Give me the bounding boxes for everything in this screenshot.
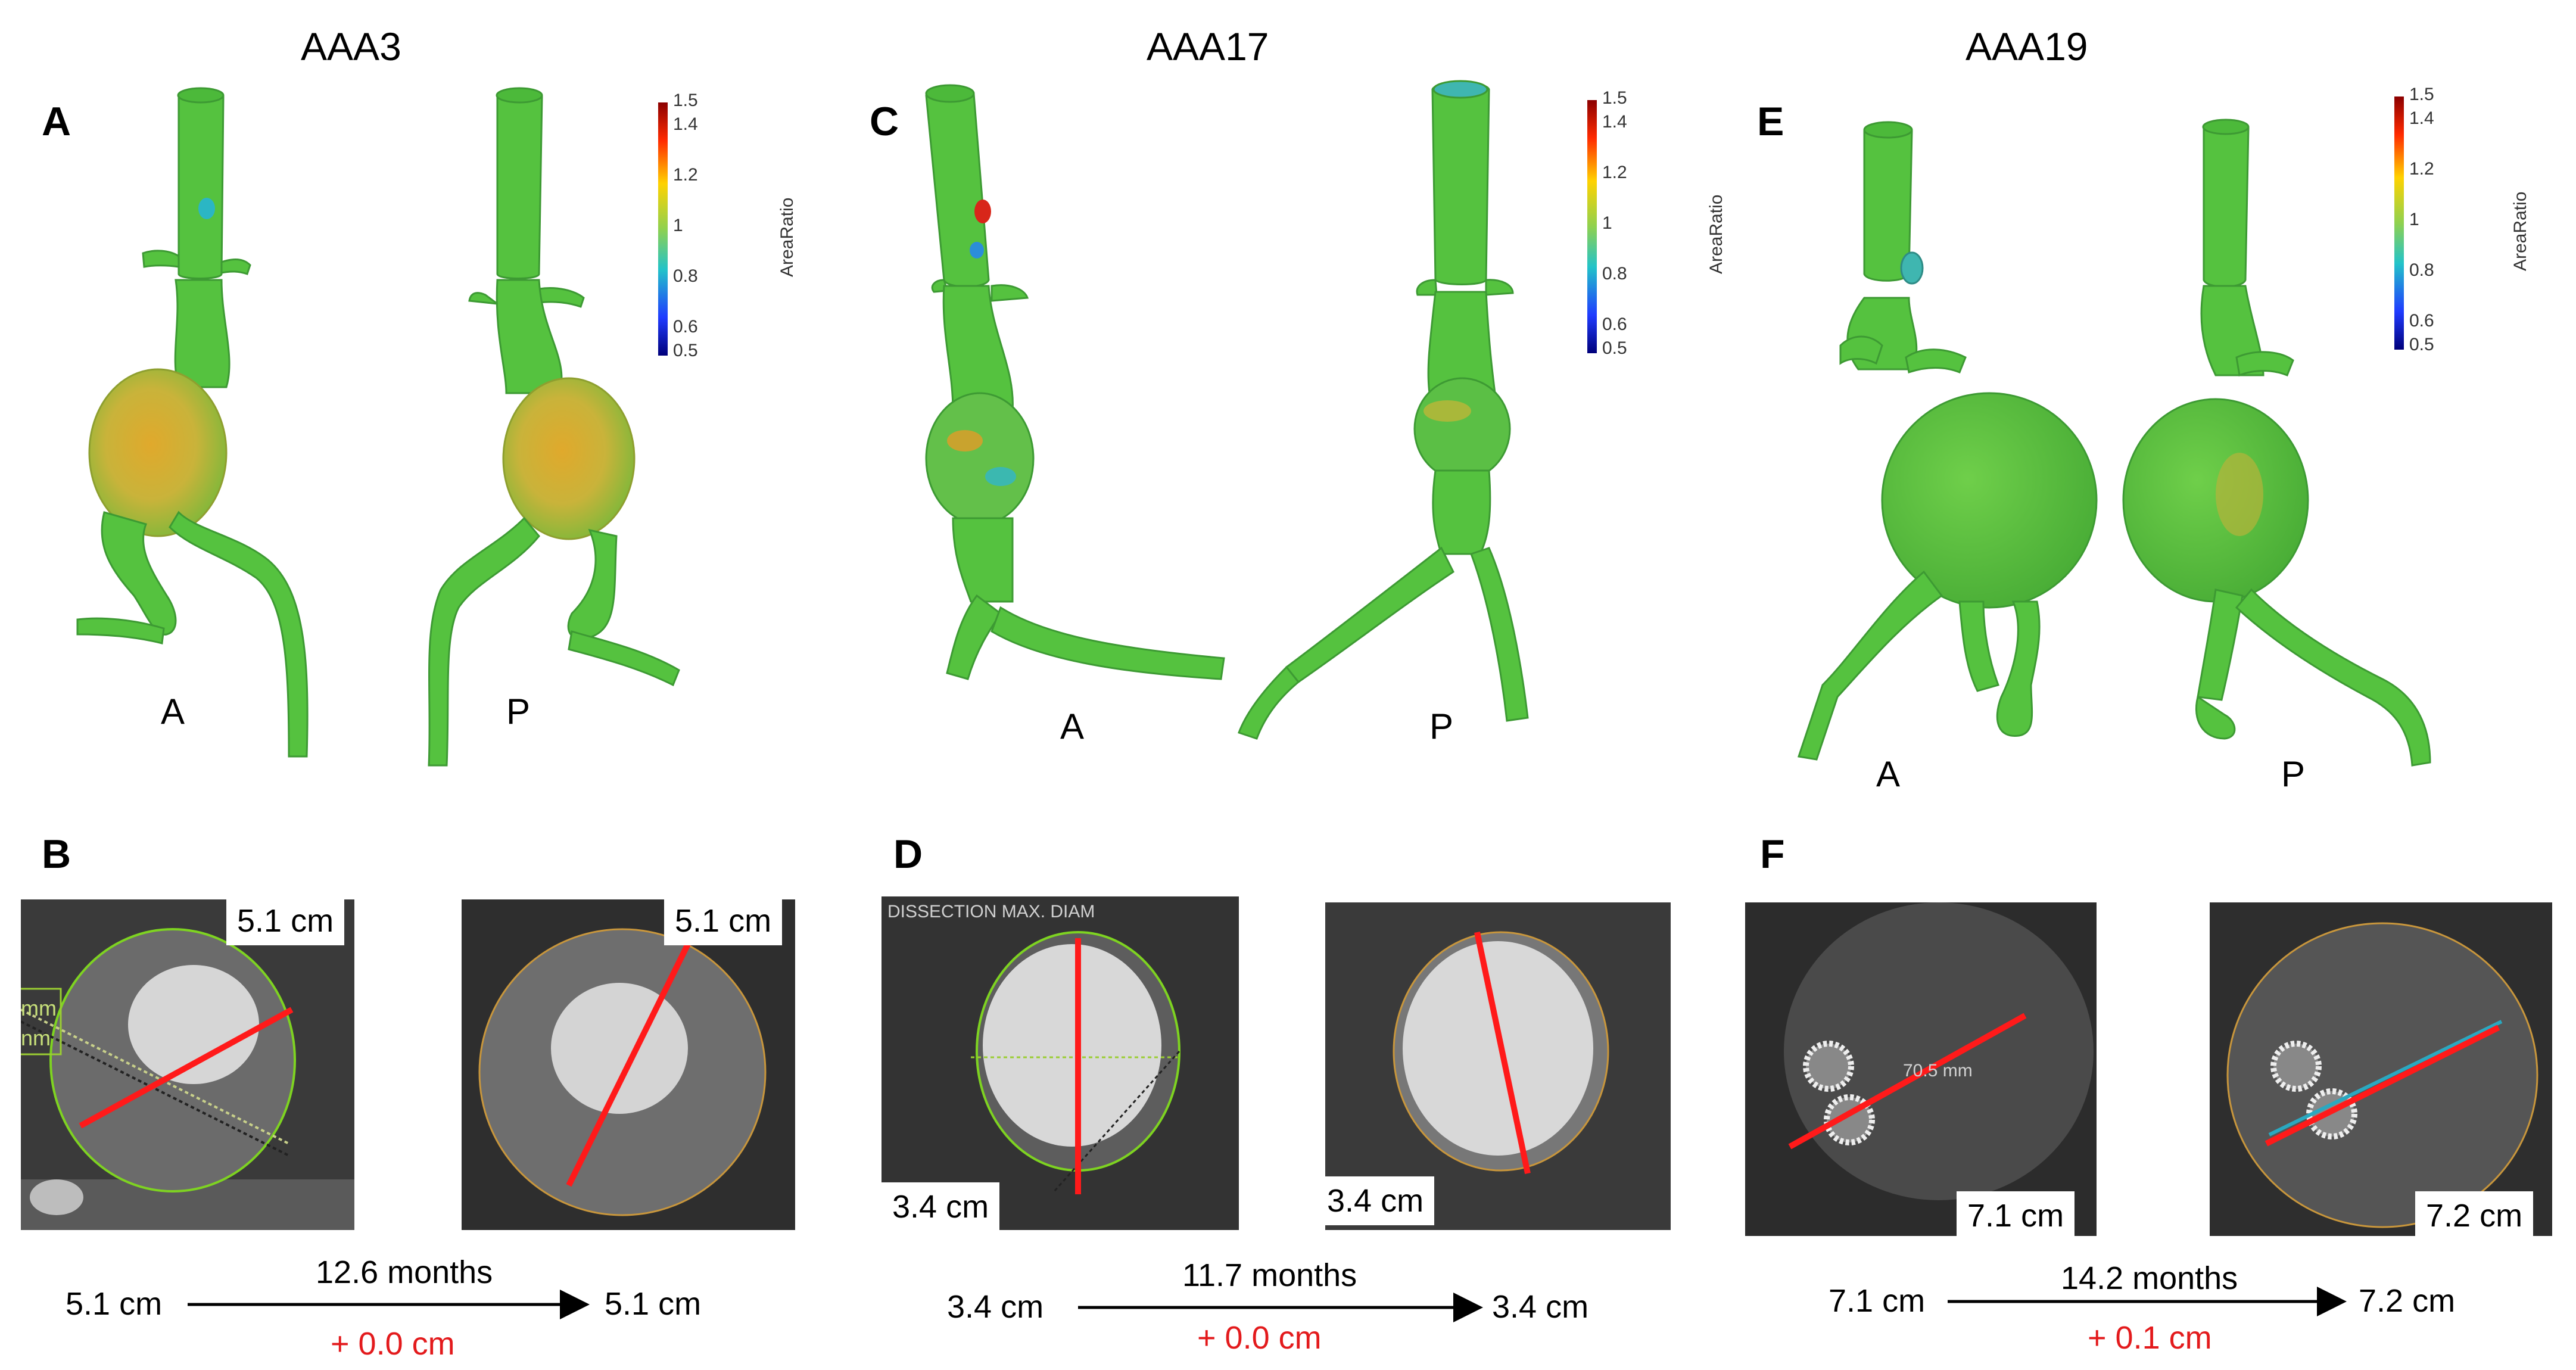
diameter-label-baseline: 7.1 cm	[1957, 1191, 2075, 1240]
panel-letter-a: A	[42, 99, 71, 144]
diameter-change: + 0.0 cm	[1197, 1320, 1322, 1356]
tick-label: 0.6	[1602, 315, 1627, 334]
colorbar-ticks-aaa3: 1.5 1.4 1.2 1 0.8 0.6 0.5	[673, 91, 709, 365]
aaa3-anterior-model	[76, 87, 309, 758]
tick-label: 0.8	[1602, 264, 1627, 284]
timeline-interval: 12.6 months	[316, 1254, 493, 1290]
group-title-aaa3: AAA3	[301, 24, 401, 68]
timeline-start: 5.1 cm	[66, 1286, 163, 1322]
ct-slice-aaa19-followup	[2210, 902, 2552, 1236]
overlay-text: 70.5 mm	[1903, 1061, 1973, 1081]
colorbar-ticks-aaa19: 1.5 1.4 1.2 1 0.8 0.6 0.5	[2409, 85, 2445, 359]
colorbar-aaa3	[658, 102, 668, 356]
aaa17-posterior-model	[1238, 80, 1529, 740]
timeline-interval: 11.7 months	[1182, 1257, 1357, 1293]
panel-letter-f: F	[1760, 832, 1785, 877]
measurement-tag: nm	[21, 1026, 51, 1050]
view-label-anterior: A	[161, 692, 185, 731]
measurement-tag: mm	[21, 996, 57, 1020]
diameter-label-baseline: 5.1 cm	[226, 896, 345, 945]
view-label-posterior: P	[2281, 754, 2306, 794]
ct-slice-aaa17-followup	[1325, 902, 1671, 1230]
aaa19-posterior-model	[2122, 119, 2431, 767]
group-title-aaa17: AAA17	[1147, 24, 1269, 68]
diameter-label-followup: 5.1 cm	[664, 896, 783, 945]
tick-label: 0.6	[673, 317, 698, 337]
colorbar-ticks-aaa17: 1.5 1.4 1.2 1 0.8 0.6 0.5	[1602, 88, 1638, 362]
tick-label: 0.5	[673, 341, 698, 360]
view-label-posterior: P	[1429, 706, 1454, 746]
aaa3-posterior-model	[428, 87, 680, 767]
ct-slice-aaa17-baseline: DISSECTION MAX. DIAM	[881, 896, 1239, 1230]
tick-label: 1	[2409, 210, 2419, 229]
aaa17-anterior-model	[925, 84, 1225, 680]
tick-label: 1.2	[1602, 163, 1627, 182]
diameter-change: + 0.0 cm	[331, 1326, 455, 1362]
colorbar-aaa17	[1587, 100, 1597, 353]
diameter-label-baseline: 3.4 cm	[881, 1182, 1000, 1231]
panel-letter-e: E	[1757, 99, 1784, 144]
view-label-anterior: A	[1060, 706, 1085, 746]
tick-label: 1.4	[1602, 112, 1627, 132]
view-label-anterior: A	[1876, 754, 1901, 794]
tick-label: 1.5	[673, 91, 698, 110]
ct-slice-aaa3-baseline: mm nm	[21, 899, 354, 1230]
ct-slice-aaa3-followup	[462, 899, 795, 1230]
timeline-start: 7.1 cm	[1829, 1283, 1926, 1319]
timeline-start: 3.4 cm	[947, 1289, 1044, 1325]
diameter-change: + 0.1 cm	[2088, 1320, 2212, 1356]
tick-label: 1.5	[1602, 88, 1627, 108]
diameter-label-followup: 7.2 cm	[2415, 1191, 2534, 1240]
timeline-interval: 14.2 months	[2061, 1260, 2238, 1296]
tick-label: 1.4	[2409, 108, 2434, 128]
tick-label: 0.5	[1602, 338, 1627, 358]
group-title-aaa19: AAA19	[1966, 24, 2088, 68]
tick-label: 1.2	[673, 165, 698, 185]
aorta-renderings	[76, 80, 2431, 767]
tick-label: 1.2	[2409, 159, 2434, 179]
diameter-label-followup: 3.4 cm	[1316, 1176, 1435, 1225]
timeline-end: 5.1 cm	[605, 1286, 702, 1322]
timeline-end: 3.4 cm	[1492, 1289, 1589, 1325]
tick-label: 0.8	[673, 266, 698, 286]
panel-letter-c: C	[870, 99, 899, 144]
timeline-end: 7.2 cm	[2359, 1283, 2456, 1319]
panel-letter-b: B	[42, 832, 71, 877]
view-label-posterior: P	[506, 692, 531, 731]
tick-label: 0.8	[2409, 260, 2434, 280]
tick-label: 0.5	[2409, 335, 2434, 354]
ct-slice-aaa19-baseline: 70.5 mm	[1745, 902, 2097, 1236]
tick-label: 1.4	[673, 114, 698, 134]
tick-label: 0.6	[2409, 311, 2434, 331]
panel-letter-d: D	[893, 832, 923, 877]
tick-label: 1.5	[2409, 85, 2434, 104]
colorbar-aaa19	[2394, 96, 2404, 350]
aaa19-anterior-model	[1798, 121, 2098, 761]
tick-label: 1	[673, 216, 683, 235]
tick-label: 1	[1602, 213, 1612, 233]
overlay-text: DISSECTION MAX. DIAM	[887, 902, 1095, 921]
